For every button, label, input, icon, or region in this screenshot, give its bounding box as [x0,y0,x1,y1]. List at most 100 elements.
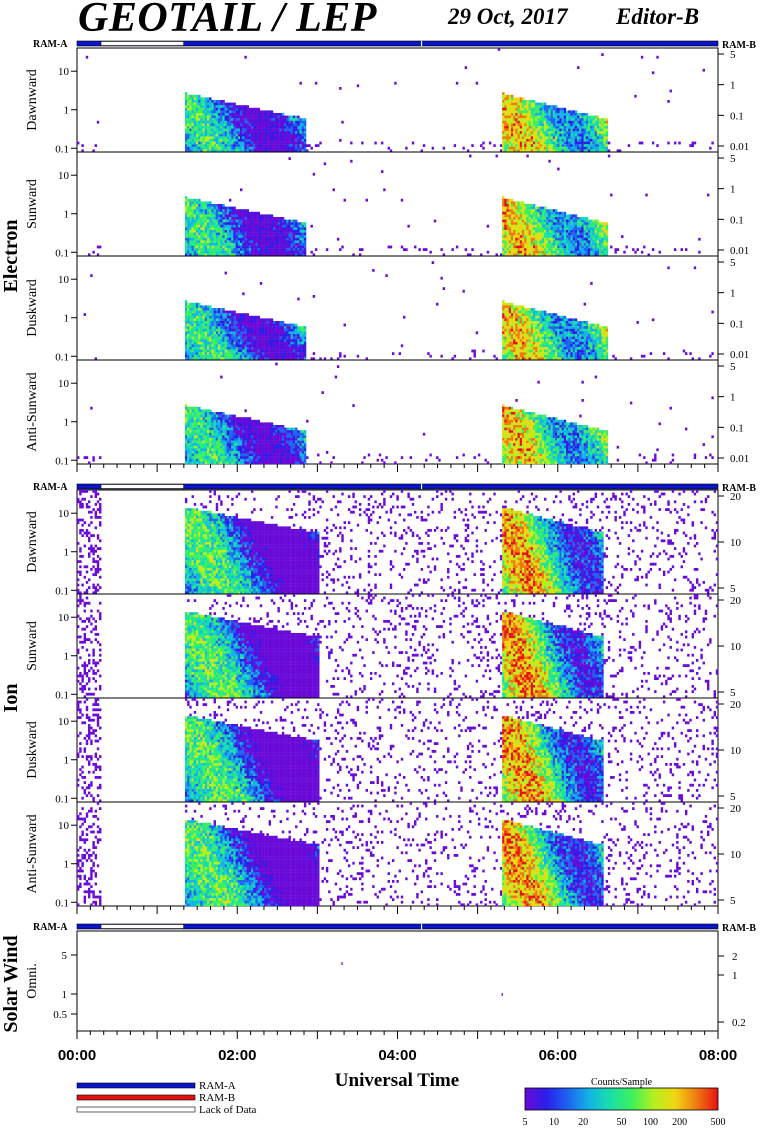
status-bar-right-label: RAM-B [722,483,756,494]
y-tick-label-left: 10 [58,612,70,624]
y-tick-label-right: 10 [730,537,742,549]
spectrogram-panel-solar-wind-omni [71,930,724,1032]
y-tick-label-left: 10 [58,508,70,520]
y-tick-label-left: 0.1 [55,585,69,597]
y-tick-label-right: 5 [730,687,736,699]
panel-frame [76,930,719,1032]
panel-ylabel: Anti-Sunward [25,372,40,451]
legend-label: RAM-B [199,1092,235,1104]
y-tick-label-left: 1 [64,755,70,767]
y-tick-label-right: 0.1 [730,110,744,122]
y-tick-label-left: 0.1 [55,793,69,805]
x-tick-label: 04:00 [378,1047,416,1064]
x-tick-label: 02:00 [218,1047,256,1064]
spectrogram-panel-electron-duskward [71,255,724,361]
y-tick-label-right: 10 [730,745,742,757]
solar-wind-mark [501,993,503,996]
y-tick-label-left: 5 [62,950,68,962]
y-tick-label-left: 0.1 [55,351,69,363]
y-tick-label-right: 20 [730,699,742,711]
panel-frame [76,593,719,699]
panel-frame [76,47,719,153]
colorbar-tick-label: 5 [523,1117,528,1128]
y-tick-label-right: 5 [730,361,736,373]
colorbar-tick-label: 200 [672,1117,687,1128]
status-bar-solar-wind [76,923,719,930]
status-bar-right-label: RAM-B [722,40,756,51]
colorbar-tick-label: 20 [578,1117,588,1128]
panel-frame [76,801,719,907]
spectrogram-panel-ion-anti-sunward [71,801,724,907]
y-tick-label-left: 1 [64,105,70,117]
group-label-ion: Ion [0,684,22,713]
y-tick-label-right: 20 [730,595,742,607]
spectrogram-panel-electron-anti-sunward [71,359,724,465]
editor-label: Editor-B [616,4,699,30]
status-bar-right-label: RAM-B [722,923,756,934]
legend-swatch [76,1094,196,1101]
x-tick-label: 08:00 [699,1047,737,1064]
panel-ylabel: Omni. [25,963,40,998]
spectrogram-panel-electron-sunward [71,151,724,257]
y-tick-label-left: 10 [58,820,70,832]
page-title: GEOTAIL / LEP [78,0,377,42]
y-tick-label-left: 10 [58,716,70,728]
y-tick-label-left: 1 [62,989,68,1001]
status-bar-ion [76,483,719,490]
y-tick-label-left: 1 [64,547,70,559]
status-bar-lack-of-data [100,41,184,46]
status-bar-ram-a [76,483,719,490]
x-axis-label: Universal Time [335,1070,459,1091]
status-bar-left-label: RAM-A [33,482,68,493]
spectrogram-panel-ion-sunward [71,593,724,699]
spectrogram-panel-electron-dawnward [71,47,724,153]
y-tick-label-right: 10 [730,849,742,861]
y-tick-label-right: 1 [730,184,736,196]
colorbar-tick-label: 100 [643,1117,658,1128]
panel-ylabel: Dawnward [25,511,40,572]
y-tick-label-right: 5 [730,257,736,269]
y-tick-label-right: 0.01 [730,141,749,153]
y-tick-label-right: 0.01 [730,245,749,257]
y-tick-label-right: 5 [730,153,736,165]
y-tick-label-right: 1 [730,80,736,92]
y-tick-label-left: 0.5 [53,1009,67,1021]
y-tick-label-right: 1 [730,392,736,404]
colorbar [524,1087,719,1111]
solar-wind-mark [341,962,343,965]
y-tick-label-left: 0.1 [55,143,69,155]
y-tick-label-right: 10 [730,641,742,653]
plot-date: 29 Oct, 2017 [448,4,567,30]
y-tick-label-right: 0.01 [730,453,749,465]
y-tick-label-left: 0.1 [55,897,69,909]
status-bar-ram-a [76,40,719,47]
panel-frame [76,151,719,257]
y-tick-label-left: 10 [58,378,70,390]
legend-label: Lack of Data [199,1104,257,1116]
y-tick-label-right: 0.2 [732,1017,746,1029]
legend-swatch [76,1106,196,1113]
y-tick-label-left: 10 [58,170,70,182]
y-tick-label-left: 10 [58,274,70,286]
colorbar-tick-label: 50 [617,1117,627,1128]
y-tick-label-right: 1 [730,288,736,300]
y-tick-label-right: 0.1 [730,214,744,226]
panel-ylabel: Duskward [25,721,40,779]
panel-ylabel: Duskward [25,279,40,337]
panel-ylabel: Sunward [25,621,40,671]
y-tick-label-right: 20 [730,491,742,503]
spectrogram-panel-ion-dawnward [71,489,724,595]
panel-ylabel: Sunward [25,179,40,229]
status-bar-ram-a [76,923,719,930]
group-label-electron: Electron [0,220,22,293]
y-tick-label-left: 1 [64,859,70,871]
y-tick-label-right: 5 [730,49,736,61]
colorbar-tick-label: 500 [711,1117,726,1128]
panel-frame [76,359,719,465]
y-tick-label-right: 5 [730,791,736,803]
panel-ylabel: Anti-Sunward [25,814,40,893]
x-tick-label: 06:00 [539,1047,577,1064]
y-tick-label-left: 1 [64,651,70,663]
status-bar-lack-of-data [100,484,184,489]
